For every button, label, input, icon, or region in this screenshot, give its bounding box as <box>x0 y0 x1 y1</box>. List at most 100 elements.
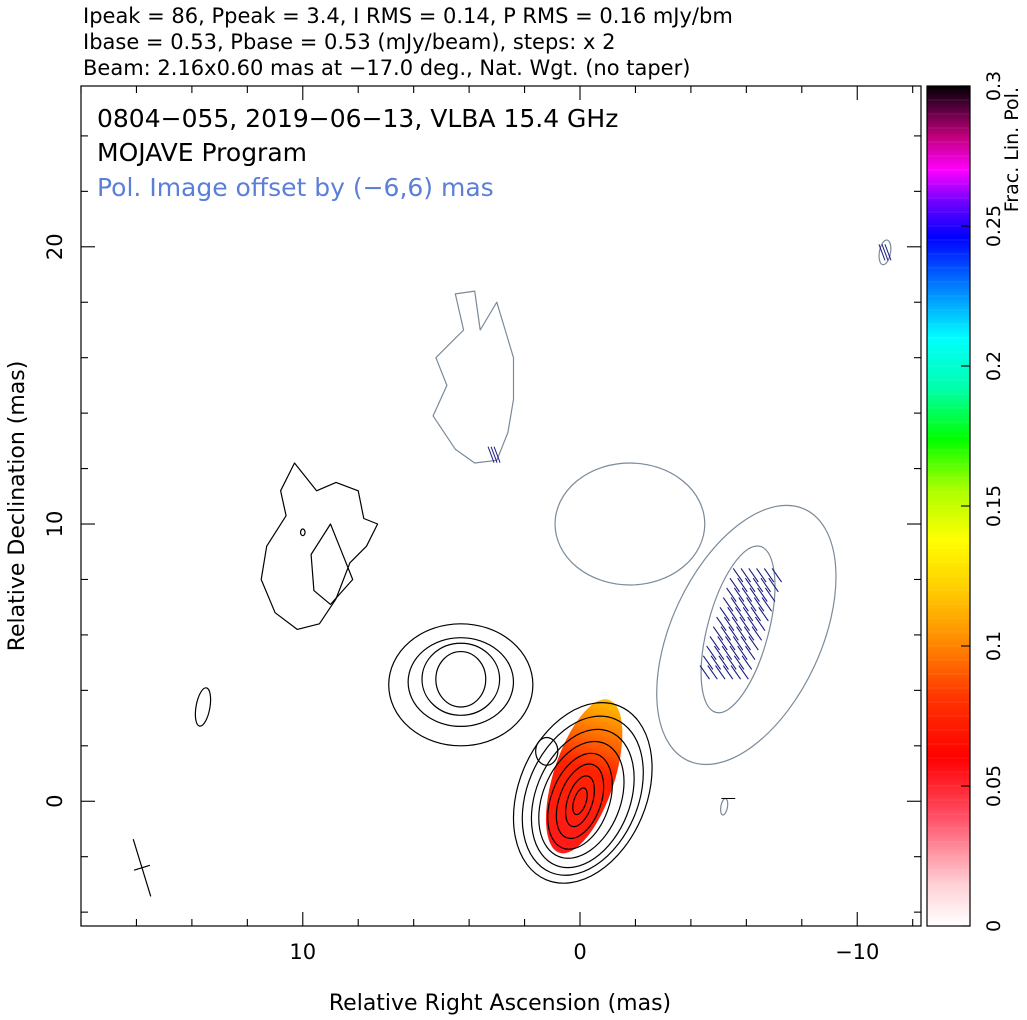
core-contour <box>521 715 644 876</box>
evpa-vector <box>726 655 737 670</box>
evpa-vector <box>722 597 734 612</box>
evpa-vector <box>726 587 737 602</box>
colorbar-tick-label: 0.3 <box>983 71 1005 101</box>
evpa-vector <box>715 665 726 680</box>
evpa-vector <box>710 655 722 670</box>
evpa-vector <box>723 616 735 631</box>
evpa-vector <box>713 645 725 661</box>
evpa-vector <box>884 244 892 261</box>
evpa-vector <box>741 587 753 602</box>
evpa-vector <box>750 606 761 622</box>
pol-contour <box>554 462 706 586</box>
evpa-vector <box>493 446 501 463</box>
evpa-vector <box>733 655 745 670</box>
evpa-vector <box>721 645 733 661</box>
evpa-vector <box>740 568 752 583</box>
pol-contour <box>656 504 837 766</box>
evpa-vector <box>741 655 753 670</box>
evpa-vector <box>761 597 773 612</box>
evpa-vector <box>739 616 750 631</box>
colorbar-tick-label: 0.05 <box>983 765 1005 807</box>
evpa-vector <box>737 645 748 661</box>
offset-label: Pol. Image offset by (−6,6) mas <box>97 173 494 202</box>
evpa-vector <box>743 626 755 641</box>
evpa-vector <box>745 645 756 661</box>
evpa-vector <box>735 606 746 622</box>
evpa-vector <box>764 587 776 602</box>
evpa-vector <box>709 636 720 651</box>
evpa-vector <box>747 616 758 631</box>
evpa-vector <box>699 665 710 680</box>
evpa-vector <box>737 577 748 593</box>
evpa-vector <box>706 645 717 661</box>
evpa-vector <box>738 665 749 680</box>
evpa-vector <box>746 597 757 612</box>
beam-minor-axis <box>133 864 151 871</box>
evpa-vector <box>748 636 759 651</box>
small-contour <box>194 687 212 727</box>
axis-ticks: 10 0 −10 0 10 20 <box>43 86 921 964</box>
evpa-vector <box>490 446 498 463</box>
pol-contour <box>719 797 729 816</box>
evpa-vector <box>732 568 744 583</box>
pol-contour <box>878 239 892 266</box>
small-contour <box>299 528 306 537</box>
evpa-vector <box>771 568 783 583</box>
pol-contour-north <box>432 290 515 464</box>
x-tick-label: 10 <box>289 940 316 964</box>
program-label: MOJAVE Program <box>97 138 307 167</box>
evpa-vector <box>752 577 764 593</box>
colorbar-bands <box>927 99 970 913</box>
evpa-vector <box>768 577 779 593</box>
colorbar-ticks: 0 0.05 0.1 0.15 0.2 0.25 0.3 <box>961 71 1005 932</box>
knot-contour <box>435 650 487 708</box>
plot-frame <box>80 85 922 927</box>
evpa-vector <box>717 636 728 651</box>
evpa-vector <box>719 606 730 622</box>
knot-contour <box>388 623 534 747</box>
evpa-vector <box>751 626 763 641</box>
small-contour <box>535 736 559 766</box>
colorbar-tick-label: 0.25 <box>983 205 1005 247</box>
core-contour <box>530 728 635 869</box>
core-contour <box>512 702 653 884</box>
header-line-3: Beam: 2.16x0.60 mas at −17.0 deg., Nat. … <box>83 56 690 80</box>
x-tick-label: −10 <box>835 940 879 964</box>
evpa-vector <box>749 587 760 602</box>
evpa-vector <box>487 446 495 463</box>
header-line-2: Ibase = 0.53, Pbase = 0.53 (mJy/beam), s… <box>83 30 615 54</box>
x-tick-label: 0 <box>573 940 586 964</box>
evpa-vector <box>729 645 740 661</box>
knot-contour <box>407 637 515 727</box>
core-contour <box>555 763 605 840</box>
evpa-vector <box>878 244 886 261</box>
x-axis-label: Relative Right Ascension (mas) <box>329 991 671 1016</box>
y-tick-label: 10 <box>43 511 67 538</box>
pol-contour <box>700 545 776 714</box>
evpa-vector <box>754 616 766 631</box>
evpa-vector <box>730 597 742 612</box>
evpa-vector <box>725 636 736 651</box>
evpa-vector <box>722 665 734 680</box>
evpa-vector <box>712 626 724 641</box>
evpa-vector <box>760 577 771 593</box>
evpa-vector <box>740 636 752 651</box>
core-contour <box>547 752 613 850</box>
core-contour <box>538 740 625 859</box>
colorbar-label: Frac. Lin. Pol. <box>1001 87 1023 212</box>
evpa-vector <box>702 655 714 670</box>
plot-content <box>132 239 892 897</box>
evpa-vector <box>718 655 729 670</box>
header-line-1: Ipeak = 86, Ppeak = 3.4, I RMS = 0.14, P… <box>83 4 733 28</box>
y-tick-label: 0 <box>43 795 67 808</box>
evpa-vector <box>716 616 727 631</box>
evpa-vector <box>720 626 732 641</box>
evpa-vector <box>757 587 768 602</box>
evpa-vector <box>758 606 769 622</box>
evpa-vector <box>730 665 742 680</box>
y-tick-label: 20 <box>43 233 67 260</box>
evpa-vector <box>753 597 765 612</box>
colorbar-tick-label: 0.15 <box>983 485 1005 527</box>
evpa-vector <box>729 577 740 593</box>
evpa-vector <box>727 606 738 622</box>
